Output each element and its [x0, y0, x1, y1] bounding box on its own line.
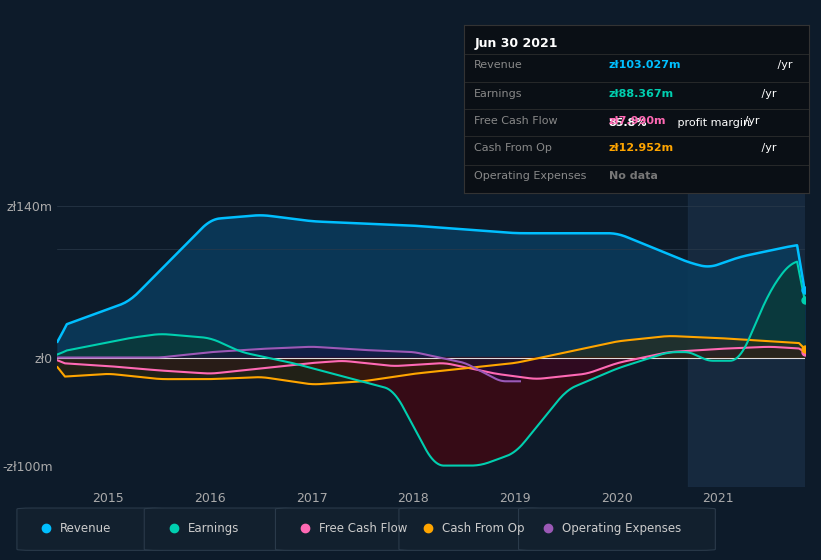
- Text: Revenue: Revenue: [60, 522, 112, 535]
- Text: /yr: /yr: [758, 143, 776, 153]
- Text: Cash From Op: Cash From Op: [443, 522, 525, 535]
- Text: Free Cash Flow: Free Cash Flow: [319, 522, 407, 535]
- FancyBboxPatch shape: [276, 508, 422, 550]
- Text: /yr: /yr: [758, 89, 776, 99]
- Text: /yr: /yr: [741, 116, 759, 126]
- Text: 85.8%: 85.8%: [608, 118, 647, 128]
- FancyBboxPatch shape: [519, 508, 715, 550]
- Text: zł103.027m: zł103.027m: [608, 60, 681, 71]
- Text: No data: No data: [608, 171, 658, 181]
- Text: Free Cash Flow: Free Cash Flow: [475, 116, 557, 126]
- Text: profit margin: profit margin: [674, 118, 750, 128]
- Text: /yr: /yr: [774, 60, 793, 71]
- Text: zł88.367m: zł88.367m: [608, 89, 674, 99]
- Text: Jun 30 2021: Jun 30 2021: [475, 37, 557, 50]
- FancyBboxPatch shape: [399, 508, 542, 550]
- Bar: [688, 179, 821, 487]
- Text: Cash From Op: Cash From Op: [475, 143, 552, 153]
- Text: zł7.990m: zł7.990m: [608, 116, 666, 126]
- FancyBboxPatch shape: [144, 508, 295, 550]
- Text: Revenue: Revenue: [475, 60, 523, 71]
- Text: Earnings: Earnings: [475, 89, 523, 99]
- Text: Operating Expenses: Operating Expenses: [562, 522, 681, 535]
- Text: Operating Expenses: Operating Expenses: [475, 171, 586, 181]
- Text: zł12.952m: zł12.952m: [608, 143, 674, 153]
- Text: Earnings: Earnings: [187, 522, 239, 535]
- FancyBboxPatch shape: [17, 508, 163, 550]
